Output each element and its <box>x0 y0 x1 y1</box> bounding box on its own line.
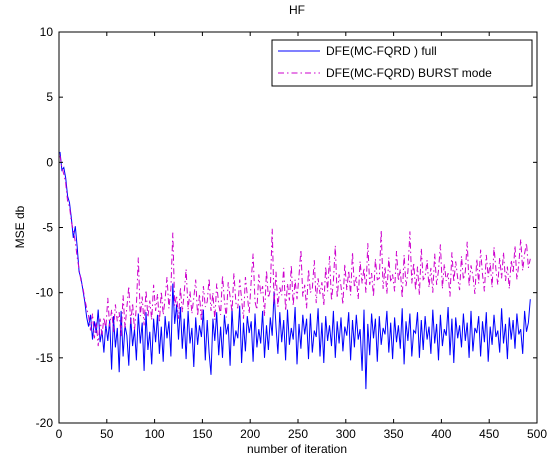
x-axis-label: number of iteration <box>247 442 347 456</box>
x-tick-label: 0 <box>56 427 63 441</box>
y-tick-label: 0 <box>46 155 53 169</box>
x-tick-label: 100 <box>145 427 165 441</box>
series-line-1 <box>59 151 531 390</box>
x-tick-label: 400 <box>431 427 451 441</box>
x-tick-label: 150 <box>192 427 212 441</box>
y-tick-label: 5 <box>46 90 53 104</box>
x-tick-label: 350 <box>384 427 404 441</box>
x-tick-label: 200 <box>240 427 260 441</box>
x-tick-label: 500 <box>527 427 547 441</box>
x-axis: 0 50 100 150 200 250 300 350 400 450 500 <box>56 32 547 441</box>
legend-box <box>271 39 533 87</box>
legend-label-2: DFE(MC-FQRD) BURST mode <box>326 66 492 80</box>
x-tick-label: 50 <box>100 427 114 441</box>
plot-area <box>58 31 538 424</box>
series-layer <box>59 151 531 390</box>
y-tick-label: -20 <box>36 416 54 430</box>
legend-entries: DFE(MC-FQRD ) full DFE(MC-FQRD) BURST mod… <box>278 44 492 80</box>
legend-label-1: DFE(MC-FQRD ) full <box>326 44 437 58</box>
x-tick-label: 450 <box>479 427 499 441</box>
y-tick-label: -10 <box>36 286 54 300</box>
y-tick-label: -5 <box>42 221 53 235</box>
series-line-2 <box>59 155 531 347</box>
y-axis-label: MSE db <box>13 205 27 248</box>
chart-title: HF <box>289 3 305 17</box>
x-tick-label: 300 <box>336 427 356 441</box>
axes-box <box>58 31 538 424</box>
y-axis: -20 -15 -10 -5 0 5 10 <box>36 25 537 430</box>
y-tick-label: -15 <box>36 351 54 365</box>
legend: DFE(MC-FQRD ) full DFE(MC-FQRD) BURST mod… <box>271 39 533 87</box>
x-tick-label: 250 <box>288 427 308 441</box>
y-tick-label: 10 <box>40 25 54 39</box>
